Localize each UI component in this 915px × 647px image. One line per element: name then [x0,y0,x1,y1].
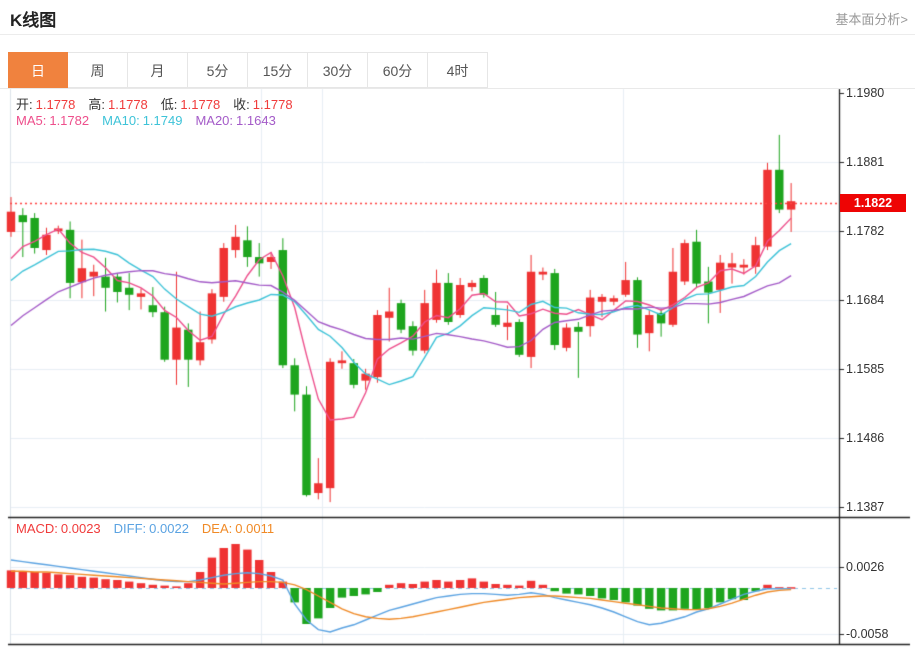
y-axis-label: 1.1486 [846,430,885,445]
page-title: K线图 [10,11,57,30]
y-axis-label: 1.1881 [846,155,885,170]
chart-top-border [0,88,915,89]
tab-周[interactable]: 周 [68,52,128,88]
tab-30分[interactable]: 30分 [308,52,368,88]
macd-axis-label: 0.0026 [846,560,885,575]
y-axis-label: 1.1684 [846,292,885,307]
ma-legend-item: MA20: 1.1643 [195,113,276,128]
tab-60分[interactable]: 60分 [368,52,428,88]
ma-legend: MA5: 1.1782 MA10: 1.1749 MA20: 1.1643 [16,113,289,128]
period-tab-bar: 日周月 5分 15分 30分 60分 4时 [8,52,488,88]
tab-4时[interactable]: 4时 [428,52,488,88]
macd-legend-item: MACD: 0.0023 [16,521,101,536]
y-axis-label: 1.1387 [846,500,885,514]
tab-日[interactable]: 日 [8,52,68,88]
ohlc-legend-item: 高: 1.1778 [88,97,148,112]
tab-5分[interactable]: 5分 [188,52,248,88]
y-axis-label: 1.1782 [846,224,885,239]
macd-legend-item: DIFF: 0.0022 [113,521,189,536]
y-axis-label: 1.1980 [846,86,885,100]
ohlc-legend-item: 开: 1.1778 [16,97,76,112]
y-axis-label: 1.1585 [846,361,885,376]
title-divider [0,34,915,35]
ohlc-legend-item: 低: 1.1778 [160,97,221,112]
macd-legend-item: DEA: 0.0011 [201,521,275,536]
fundamental-analysis-link[interactable]: 基本面分析> [835,12,908,27]
ma-legend-item: MA10: 1.1749 [102,113,183,128]
macd-legend: MACD: 0.0023 DIFF: 0.0022 DEA: 0.0011 [16,521,287,536]
tab-月[interactable]: 月 [128,52,188,88]
current-price-badge: 1.1822 [840,194,906,213]
ohlc-legend-item: 收: 1.1778 [233,97,293,112]
macd-axis-label: -0.0058 [846,627,889,642]
ohlc-legend: 开: 1.1778 高: 1.1778 低: 1.1778 收: 1.1778 [16,94,306,113]
tab-15分[interactable]: 15分 [248,52,308,88]
ma-legend-item: MA5: 1.1782 [16,113,90,128]
